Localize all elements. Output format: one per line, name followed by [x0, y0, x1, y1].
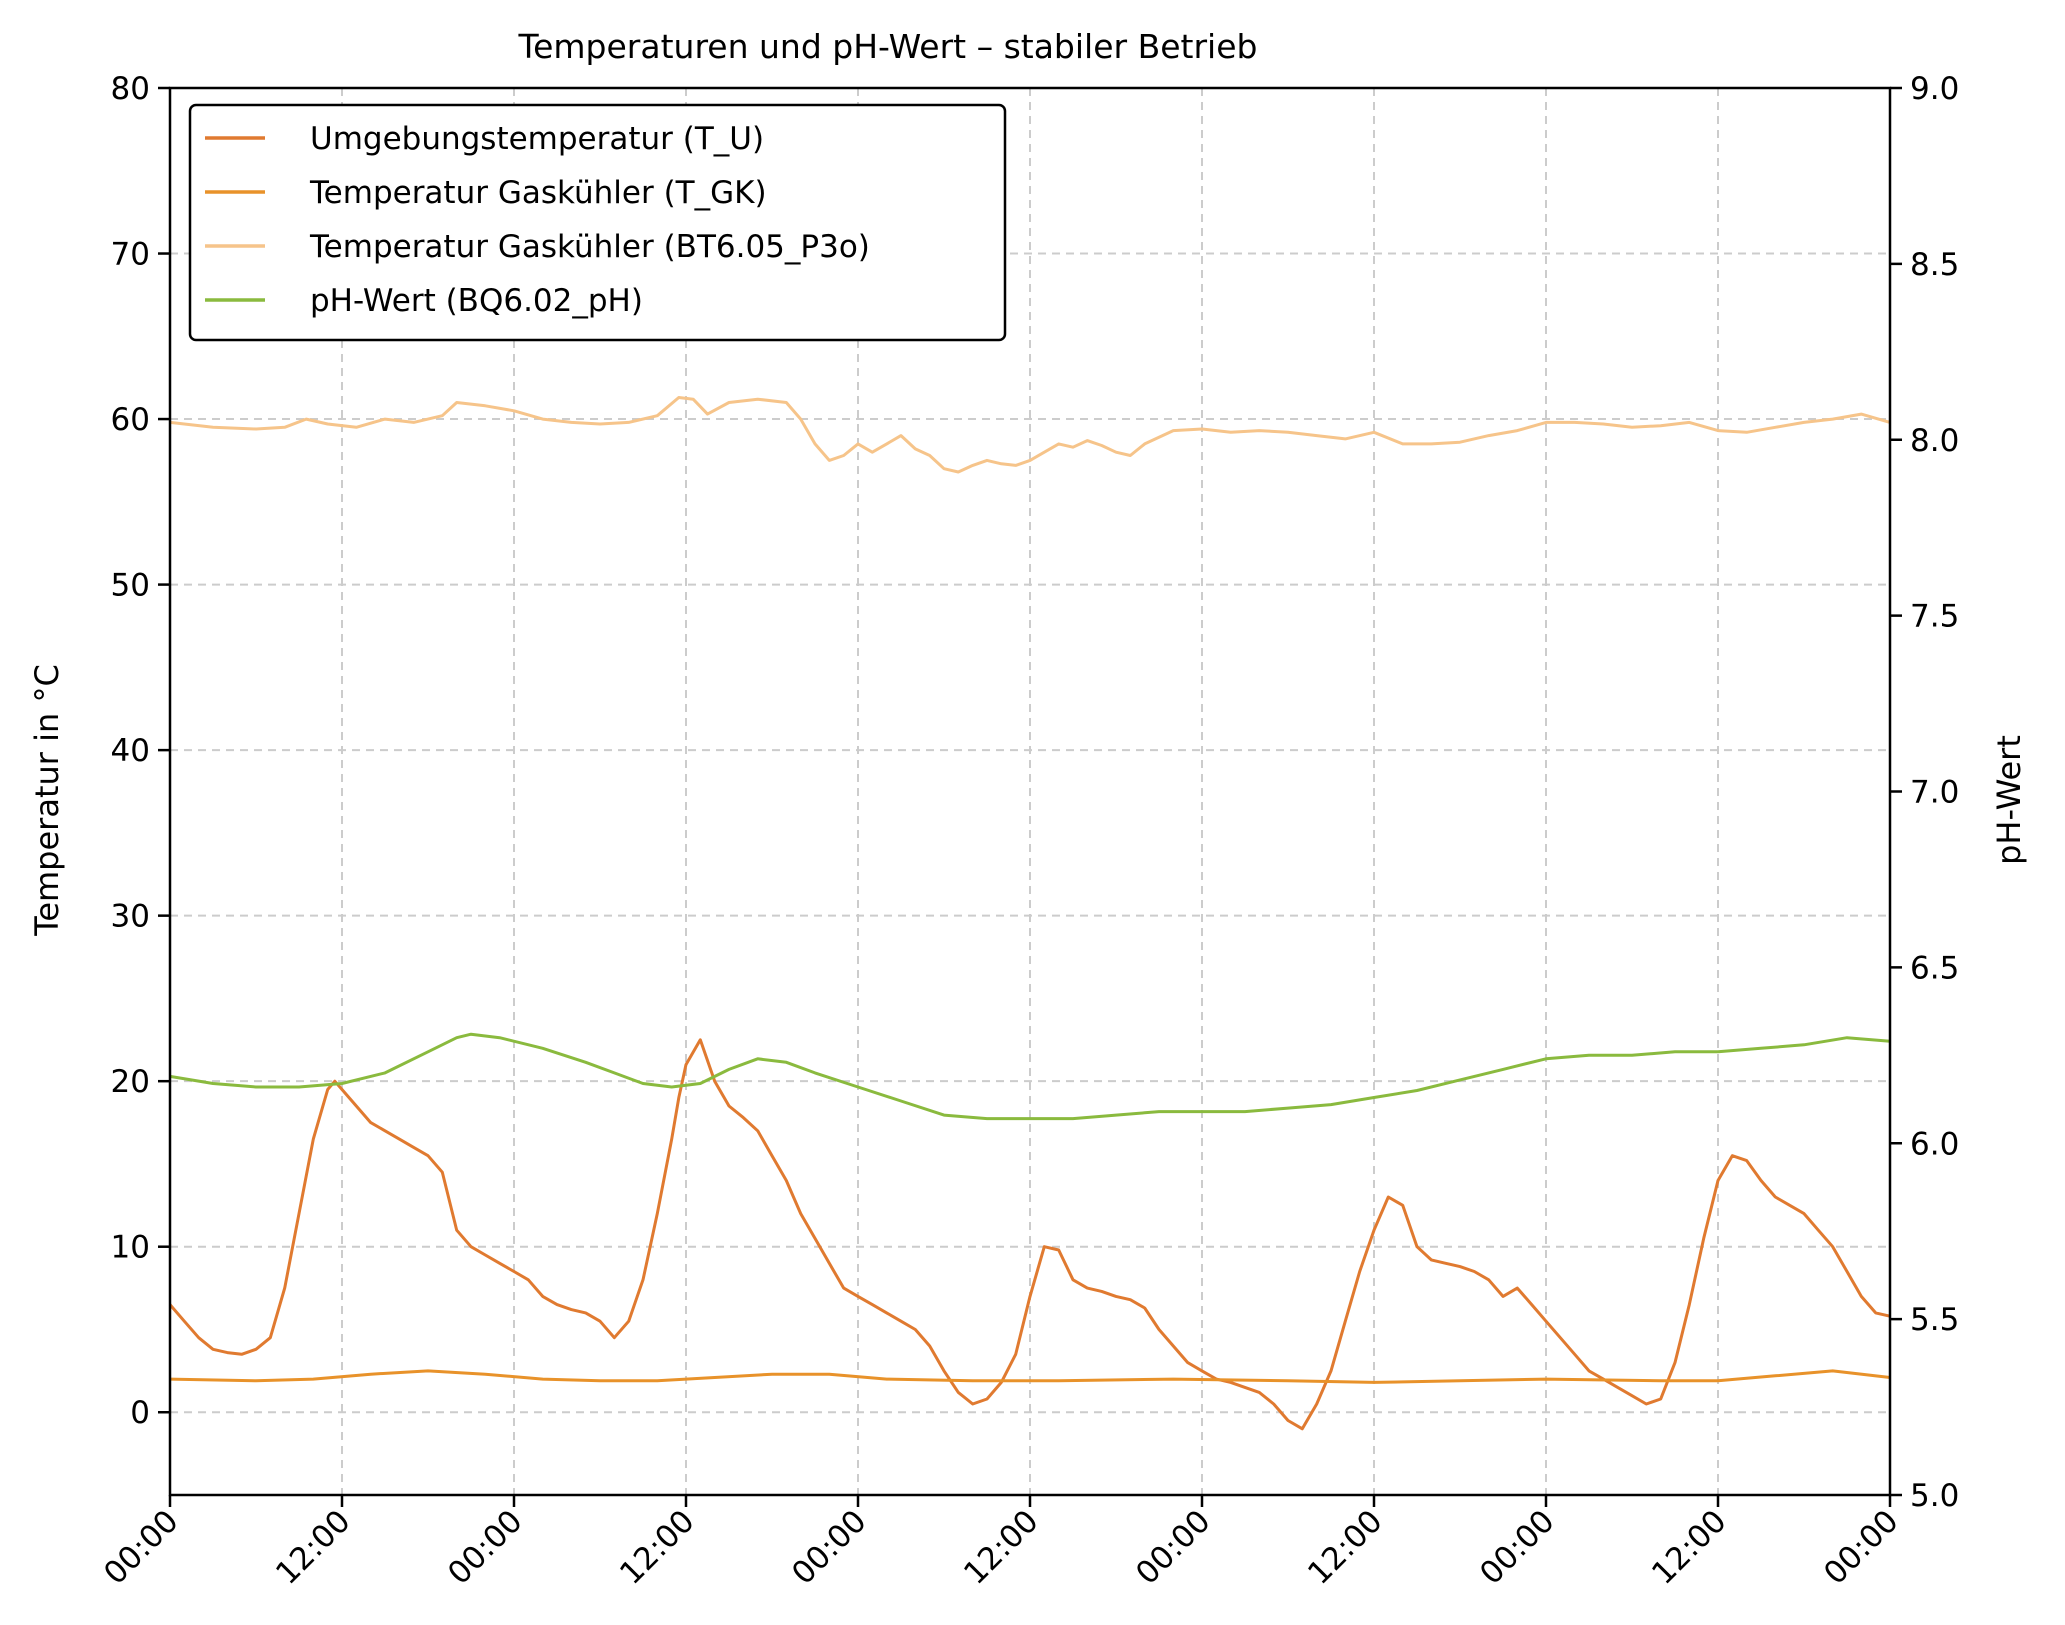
y-left-tick-label: 80	[111, 71, 150, 107]
y-right-tick-label: 6.0	[1910, 1126, 1959, 1162]
legend-label: Umgebungstemperatur (T_U)	[310, 121, 764, 157]
y-left-tick-label: 50	[111, 568, 150, 604]
legend-label: pH-Wert (BQ6.02_pH)	[310, 283, 643, 319]
grid-layer	[170, 88, 1890, 1495]
y-left-tick-label: 30	[111, 899, 150, 935]
y-left-tick-label: 0	[130, 1395, 150, 1431]
legend-box	[188, 103, 1007, 342]
y-left-tick-label: 60	[111, 402, 150, 438]
legend-label: Temperatur Gaskühler (T_GK)	[309, 175, 767, 211]
series-line-3	[169, 1032, 1891, 1121]
y-left-tick-label: 70	[111, 237, 150, 273]
series-layer	[168, 396, 1891, 1431]
y-left-tick-label: 40	[111, 733, 150, 769]
y-left-tick-label: 10	[111, 1230, 150, 1266]
chart-title: Temperaturen und pH-Wert – stabiler Betr…	[518, 27, 1258, 66]
legend: Umgebungstemperatur (T_U) Temperatur Gask…	[188, 103, 1007, 342]
series-line-0	[168, 1038, 1891, 1431]
y-right-tick-label: 9.0	[1910, 71, 1959, 107]
series-line-2	[169, 396, 1891, 474]
legend-label: Temperatur Gaskühler (BT6.05_P3o)	[309, 229, 870, 265]
y-right-tick-label: 7.5	[1910, 599, 1959, 635]
y-right-tick-label: 7.0	[1910, 775, 1959, 811]
y-right-tick-label: 6.5	[1910, 950, 1959, 986]
plot-frame	[168, 86, 1892, 1497]
y-right-tick-label: 5.5	[1910, 1302, 1959, 1338]
y-right-tick-label: 8.0	[1910, 423, 1959, 459]
y-axis-left-title: Temperatur in °C	[28, 664, 66, 937]
y-axis-right-title: pH-Wert	[1990, 735, 2028, 865]
y-left-tick-label: 20	[111, 1064, 150, 1100]
series-line-1	[169, 1369, 1891, 1384]
y-right-tick-label: 5.0	[1910, 1478, 1959, 1514]
y-right-tick-label: 8.5	[1910, 247, 1959, 283]
